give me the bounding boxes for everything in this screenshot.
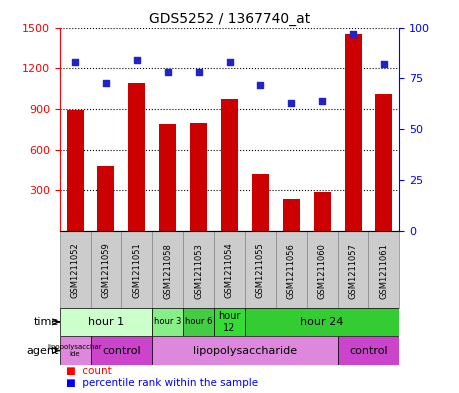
Text: GSM1211056: GSM1211056 bbox=[287, 242, 296, 299]
Point bbox=[102, 79, 110, 86]
Bar bbox=[276, 231, 307, 308]
Bar bbox=[190, 123, 207, 231]
Point bbox=[226, 59, 233, 65]
Bar bbox=[152, 231, 183, 308]
Bar bbox=[60, 231, 90, 308]
Text: hour 6: hour 6 bbox=[185, 318, 213, 327]
Bar bbox=[307, 231, 337, 308]
Bar bbox=[67, 110, 84, 231]
Bar bbox=[337, 336, 399, 365]
Text: time: time bbox=[34, 317, 59, 327]
Text: lipopolysacchar
ide: lipopolysacchar ide bbox=[48, 344, 102, 357]
Bar bbox=[245, 308, 399, 336]
Bar bbox=[60, 336, 90, 365]
Text: GSM1211053: GSM1211053 bbox=[194, 242, 203, 299]
Bar bbox=[97, 166, 114, 231]
Point bbox=[288, 100, 295, 106]
Text: GSM1211061: GSM1211061 bbox=[380, 242, 388, 299]
Point bbox=[72, 59, 79, 65]
Title: GDS5252 / 1367740_at: GDS5252 / 1367740_at bbox=[149, 13, 310, 26]
Bar bbox=[90, 231, 122, 308]
Point bbox=[319, 98, 326, 104]
Point bbox=[164, 69, 171, 75]
Bar bbox=[129, 83, 146, 231]
Text: GSM1211054: GSM1211054 bbox=[225, 242, 234, 298]
Bar bbox=[152, 336, 337, 365]
Bar bbox=[313, 192, 330, 231]
Text: GSM1211052: GSM1211052 bbox=[71, 242, 79, 298]
Text: control: control bbox=[102, 345, 141, 356]
Bar bbox=[183, 231, 214, 308]
Text: GSM1211059: GSM1211059 bbox=[101, 242, 111, 298]
Bar bbox=[283, 198, 300, 231]
Bar bbox=[214, 308, 245, 336]
Bar bbox=[375, 94, 392, 231]
Text: GSM1211058: GSM1211058 bbox=[163, 242, 172, 299]
Bar bbox=[345, 34, 362, 231]
Text: control: control bbox=[349, 345, 388, 356]
Text: hour
12: hour 12 bbox=[218, 311, 241, 333]
Bar bbox=[122, 231, 152, 308]
Bar bbox=[214, 231, 245, 308]
Point bbox=[349, 31, 357, 37]
Text: hour 24: hour 24 bbox=[301, 317, 344, 327]
Point bbox=[195, 69, 202, 75]
Bar bbox=[183, 308, 214, 336]
Text: GSM1211057: GSM1211057 bbox=[348, 242, 358, 299]
Text: GSM1211051: GSM1211051 bbox=[132, 242, 141, 298]
Point bbox=[257, 81, 264, 88]
Bar bbox=[245, 231, 276, 308]
Bar bbox=[60, 308, 152, 336]
Bar bbox=[221, 99, 238, 231]
Text: ■  count: ■ count bbox=[67, 366, 112, 376]
Text: agent: agent bbox=[27, 345, 59, 356]
Text: GSM1211055: GSM1211055 bbox=[256, 242, 265, 298]
Text: lipopolysaccharide: lipopolysaccharide bbox=[193, 345, 297, 356]
Text: hour 3: hour 3 bbox=[154, 318, 181, 327]
Bar bbox=[152, 308, 183, 336]
Bar bbox=[369, 231, 399, 308]
Text: ■  percentile rank within the sample: ■ percentile rank within the sample bbox=[67, 378, 258, 388]
Bar bbox=[252, 174, 269, 231]
Point bbox=[133, 57, 140, 63]
Point bbox=[380, 61, 387, 67]
Text: hour 1: hour 1 bbox=[88, 317, 124, 327]
Text: GSM1211060: GSM1211060 bbox=[318, 242, 327, 299]
Bar bbox=[90, 336, 152, 365]
Bar bbox=[337, 231, 369, 308]
Bar bbox=[159, 124, 176, 231]
